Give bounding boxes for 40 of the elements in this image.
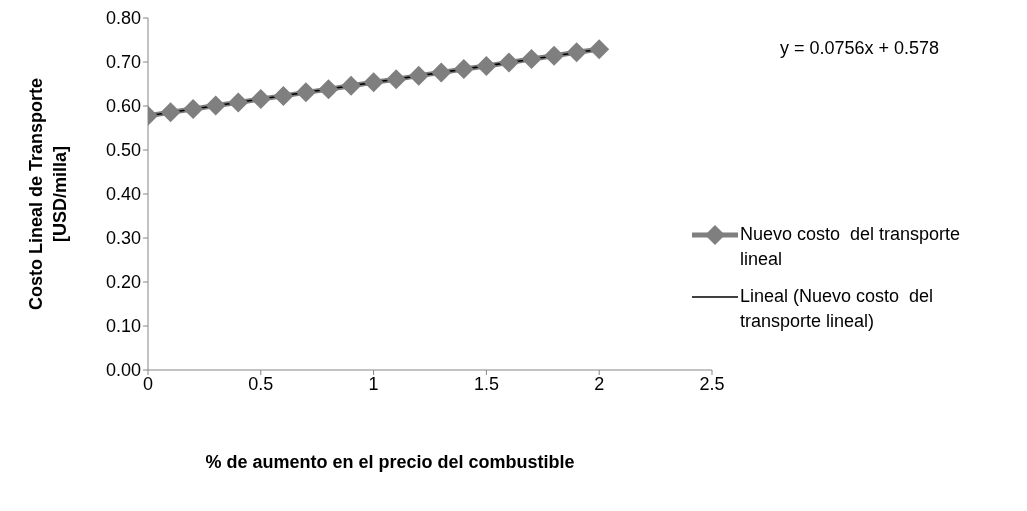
- point: [566, 42, 587, 63]
- x-axis-title: % de aumento en el precio del combustible: [204, 452, 576, 473]
- point: [431, 62, 452, 83]
- point: [476, 55, 497, 76]
- x-tick-label: 1: [368, 373, 379, 394]
- point: [544, 45, 565, 66]
- text: y = 0.0756x + 0.578: [780, 38, 940, 59]
- point: [453, 59, 474, 80]
- point: [183, 99, 204, 120]
- x-tick-label: 2.5: [699, 373, 725, 394]
- point: [318, 79, 339, 100]
- x-tick-label: 0: [142, 373, 154, 394]
- y-tick-label: 0.60: [105, 96, 141, 117]
- point: [363, 72, 384, 93]
- legend-label: Lineal (Nuevo costo del transporte lineal): [740, 285, 935, 333]
- y-tick-label: 0.50: [105, 140, 141, 161]
- y-tick-label: 0.70: [105, 52, 141, 73]
- y-tick-label: 0.20: [105, 272, 141, 293]
- point: [408, 65, 429, 86]
- point: [228, 92, 249, 113]
- x-tick-label: 2: [594, 373, 605, 394]
- point: [341, 75, 362, 96]
- x-tick-label: 1.5: [473, 373, 499, 394]
- point: [498, 52, 519, 73]
- y-tick-label: 0.40: [105, 184, 141, 205]
- point: [160, 102, 181, 123]
- y-tick-label: 0.30: [105, 228, 141, 249]
- legend-label: Nuevo costo del transporte lineal: [740, 223, 962, 271]
- point: [250, 88, 271, 109]
- point: [273, 85, 294, 106]
- y-tick-label: 0.10: [105, 316, 141, 337]
- point: [295, 82, 316, 103]
- y-tick-label: 0.00: [105, 360, 141, 381]
- y-axis-title: Costo Lineal de Transporte [USD/milla]: [25, 77, 71, 313]
- y-tick-label: 0.80: [105, 8, 141, 29]
- point: [521, 48, 542, 69]
- point: [386, 69, 407, 90]
- x-tick-label: 0.5: [248, 373, 274, 394]
- point: [205, 95, 226, 116]
- point: [589, 39, 610, 60]
